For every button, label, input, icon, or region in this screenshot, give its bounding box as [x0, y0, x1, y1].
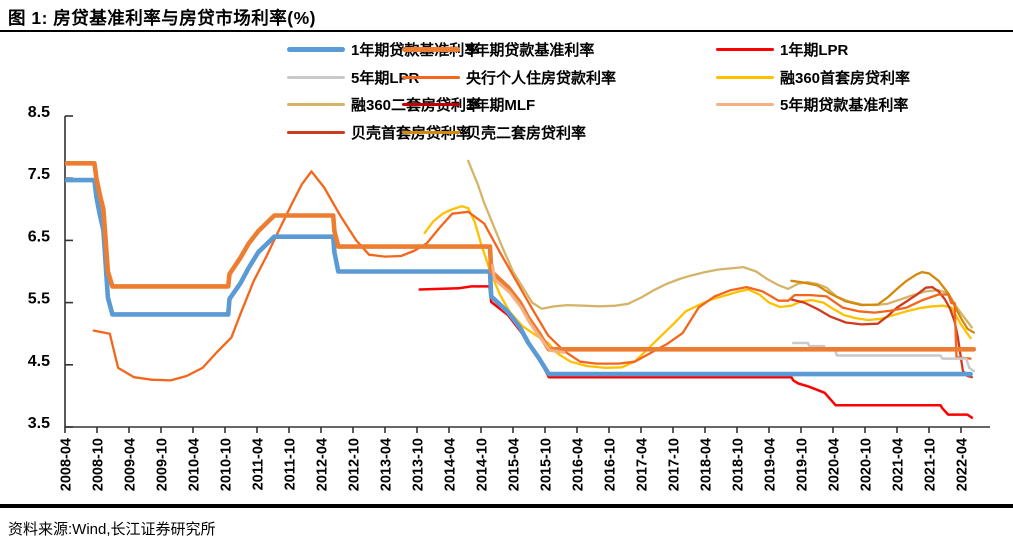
x-tick-label: 2011-10 — [283, 438, 299, 490]
x-tick-label: 2014-04 — [443, 438, 459, 491]
chart-area: 8.5 7.5 6.5 5.5 4.5 3.5 2008-04 2008-10 2009-04 2… — [0, 32, 1013, 502]
x-tick-label: 2015-04 — [507, 438, 523, 491]
x-tick-label: 2013-04 — [379, 438, 395, 491]
x-tick-label: 2012-04 — [315, 438, 331, 491]
x-tick-label: 2009-10 — [155, 438, 171, 491]
x-tick-label: 2019-10 — [795, 438, 811, 491]
axis-lines — [64, 116, 990, 428]
x-tick-label: 2016-04 — [571, 438, 587, 491]
footer-divider — [0, 504, 1013, 508]
x-tick-label: 2019-04 — [763, 438, 779, 491]
series-line-benchmark-5y-dup — [491, 263, 566, 354]
x-tick-label: 2018-10 — [731, 438, 747, 491]
x-tick-label: 2021-04 — [891, 438, 907, 491]
x-tick-label: 2010-04 — [187, 438, 203, 491]
x-tick-label: 2008-04 — [59, 438, 75, 491]
series-line-lpr-5y — [792, 341, 976, 373]
y-tick-label: 6.5 — [28, 228, 50, 245]
y-tick-label: 4.5 — [28, 353, 50, 370]
plot-canvas: 8.5 7.5 6.5 5.5 4.5 3.5 2008-04 2008-10 2009-04 2… — [28, 104, 990, 491]
series-line-benchmark-5y — [65, 161, 977, 352]
series-line-benchmark-1y — [65, 177, 973, 377]
x-tick-label: 2020-10 — [859, 438, 875, 491]
y-tick-label: 7.5 — [28, 166, 50, 183]
x-tick-label: 2014-10 — [475, 438, 491, 491]
y-tick-label: 3.5 — [28, 415, 50, 432]
x-tick-label: 2010-10 — [219, 438, 235, 491]
y-tick-label: 5.5 — [28, 291, 50, 308]
x-tick-label: 2018-04 — [699, 438, 715, 491]
x-tick-label: 2008-10 — [91, 438, 107, 491]
x-tick-label: 2020-04 — [827, 438, 843, 491]
x-tick-label: 2022-04 — [955, 438, 971, 491]
chart-title: 图 1: 房贷基准利率与房贷市场利率(%) — [8, 8, 316, 28]
x-tick-label: 2021-10 — [923, 438, 939, 491]
source-note: 资料来源:Wind,长江证券研究所 — [8, 521, 216, 538]
y-tick-label: 8.5 — [28, 104, 50, 121]
x-tick-label: 2015-10 — [539, 438, 555, 491]
series-line-rong360-second — [467, 159, 974, 329]
x-tick-label: 2013-10 — [411, 438, 427, 491]
series-line-pboc-mortgage-rate — [92, 170, 972, 382]
x-tick-label: 2016-10 — [603, 438, 619, 491]
x-tick-label: 2017-10 — [667, 438, 683, 491]
title-divider — [0, 30, 1013, 32]
x-tick-label: 2011-04 — [251, 438, 267, 490]
x-tick-label: 2012-10 — [347, 438, 363, 491]
x-tick-label: 2017-04 — [635, 438, 651, 491]
x-tick-label: 2009-04 — [123, 438, 139, 491]
